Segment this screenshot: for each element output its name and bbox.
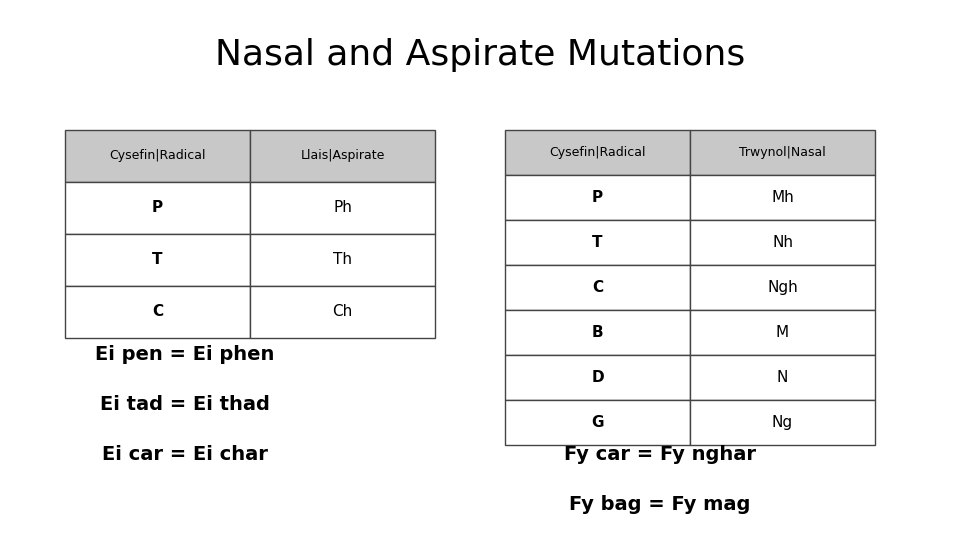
Text: Fy bag = Fy mag: Fy bag = Fy mag	[569, 496, 751, 515]
Text: Ng: Ng	[772, 415, 793, 430]
Bar	[505, 220, 690, 265]
Text: Ph: Ph	[333, 200, 352, 215]
Text: Nh: Nh	[772, 235, 793, 250]
Text: G: G	[591, 415, 604, 430]
Bar	[690, 130, 875, 175]
Text: P: P	[152, 200, 163, 215]
Text: Cysefin|Radical: Cysefin|Radical	[549, 146, 646, 159]
Text: D: D	[591, 370, 604, 385]
Text: C: C	[152, 305, 163, 320]
Bar	[690, 220, 875, 265]
Text: T: T	[153, 253, 163, 267]
Bar	[690, 265, 875, 310]
Text: T: T	[592, 235, 603, 250]
Bar	[505, 175, 690, 220]
Text: C: C	[592, 280, 603, 295]
Bar	[65, 234, 250, 286]
Bar	[65, 182, 250, 234]
Bar	[65, 130, 250, 182]
Bar	[690, 400, 875, 445]
Text: Mh: Mh	[771, 190, 794, 205]
Bar	[65, 286, 250, 338]
Text: M: M	[776, 325, 789, 340]
Bar	[250, 286, 435, 338]
Bar	[505, 265, 690, 310]
Bar	[250, 182, 435, 234]
Bar	[250, 130, 435, 182]
Text: Ei pen = Ei phen: Ei pen = Ei phen	[95, 346, 275, 365]
Text: Ngh: Ngh	[767, 280, 798, 295]
Text: P: P	[592, 190, 603, 205]
Text: Trwynol|Nasal: Trwynol|Nasal	[739, 146, 826, 159]
Text: Th: Th	[333, 253, 352, 267]
Text: Nasal and Aspirate Mutations: Nasal and Aspirate Mutations	[215, 38, 745, 72]
Bar	[505, 130, 690, 175]
Bar	[505, 355, 690, 400]
Text: Ch: Ch	[332, 305, 352, 320]
Bar	[690, 310, 875, 355]
Text: Ei car = Ei char: Ei car = Ei char	[102, 446, 268, 464]
Bar	[250, 234, 435, 286]
Text: Cysefin|Radical: Cysefin|Radical	[109, 150, 205, 163]
Text: Llais|Aspirate: Llais|Aspirate	[300, 150, 385, 163]
Text: B: B	[591, 325, 603, 340]
Text: Ei tad = Ei thad: Ei tad = Ei thad	[100, 395, 270, 415]
Text: N: N	[777, 370, 788, 385]
Bar	[505, 400, 690, 445]
Text: Fy car = Fy nghar: Fy car = Fy nghar	[564, 446, 756, 464]
Bar	[690, 355, 875, 400]
Bar	[505, 310, 690, 355]
Bar	[690, 175, 875, 220]
